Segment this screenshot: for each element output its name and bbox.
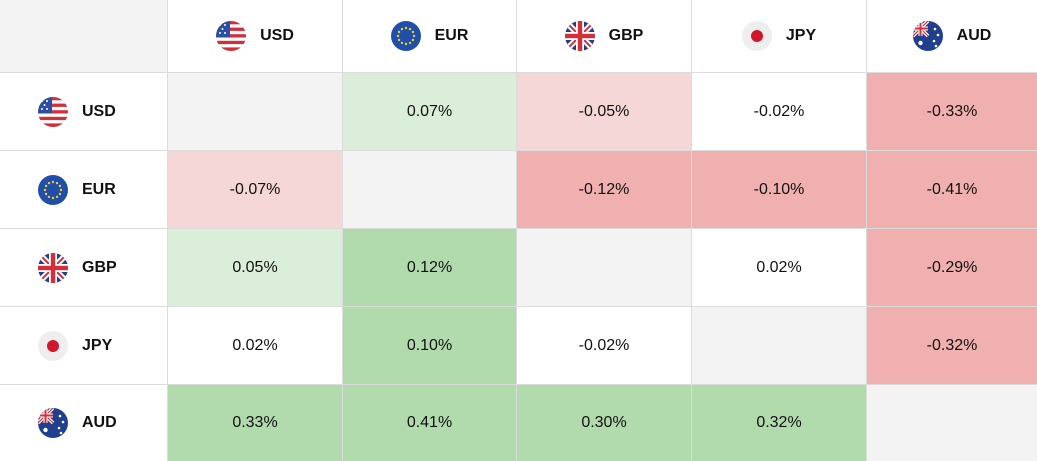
table-cell: 0.07% [343,73,517,151]
table-cell: 0.10% [343,307,517,385]
eu-flag-icon [38,174,68,205]
table-cell: -0.33% [867,73,1037,151]
jp-flag-icon [741,21,772,51]
table-cell [867,385,1037,461]
row-header-label: GBP [82,258,117,276]
table-cell: 0.32% [692,385,867,461]
table-cell: 0.12% [343,229,517,307]
row-header-jpy: JPY [0,307,168,385]
table-cell: -0.02% [692,73,867,151]
table-cell: 0.02% [692,229,867,307]
us-flag-icon [216,21,247,51]
uk-flag-icon [564,21,595,51]
row-header-label: JPY [82,336,113,354]
table-cell [517,229,692,307]
table-cell: -0.29% [867,229,1037,307]
column-header-usd: USD [168,0,343,73]
table-cell: 0.41% [343,385,517,461]
table-cell [343,151,517,229]
row-header-gbp: GBP [0,229,168,307]
row-header-aud: AUD [0,385,168,461]
column-header-label: AUD [956,27,992,44]
table-cell: -0.32% [867,307,1037,385]
column-header-label: JPY [785,27,817,44]
au-flag-icon [912,21,943,51]
au-flag-icon [38,408,68,438]
table-cell: 0.05% [168,229,343,307]
table-cell: 0.33% [168,385,343,461]
column-header-label: USD [260,27,294,44]
row-header-usd: USD [0,73,168,151]
table-cell: 0.02% [168,307,343,385]
table-cell: -0.05% [517,73,692,151]
us-flag-icon [38,96,68,127]
column-header-aud: AUD [867,0,1037,73]
column-header-jpy: JPY [692,0,867,73]
column-header-label: EUR [434,27,469,44]
table-cell: 0.30% [517,385,692,461]
jp-flag-icon [38,330,68,361]
table-cell: -0.10% [692,151,867,229]
table-corner [0,0,168,73]
row-header-label: USD [82,102,116,120]
table-cell: -0.12% [517,151,692,229]
row-header-label: EUR [82,180,116,198]
table-cell [168,73,343,151]
eu-flag-icon [390,21,421,51]
uk-flag-icon [38,252,68,283]
table-cell: -0.07% [168,151,343,229]
column-header-gbp: GBP [517,0,692,73]
row-header-eur: EUR [0,151,168,229]
table-cell: -0.41% [867,151,1037,229]
table-cell: -0.02% [517,307,692,385]
row-header-label: AUD [82,414,117,431]
column-header-eur: EUR [343,0,517,73]
table-cell [692,307,867,385]
column-header-label: GBP [608,27,644,44]
